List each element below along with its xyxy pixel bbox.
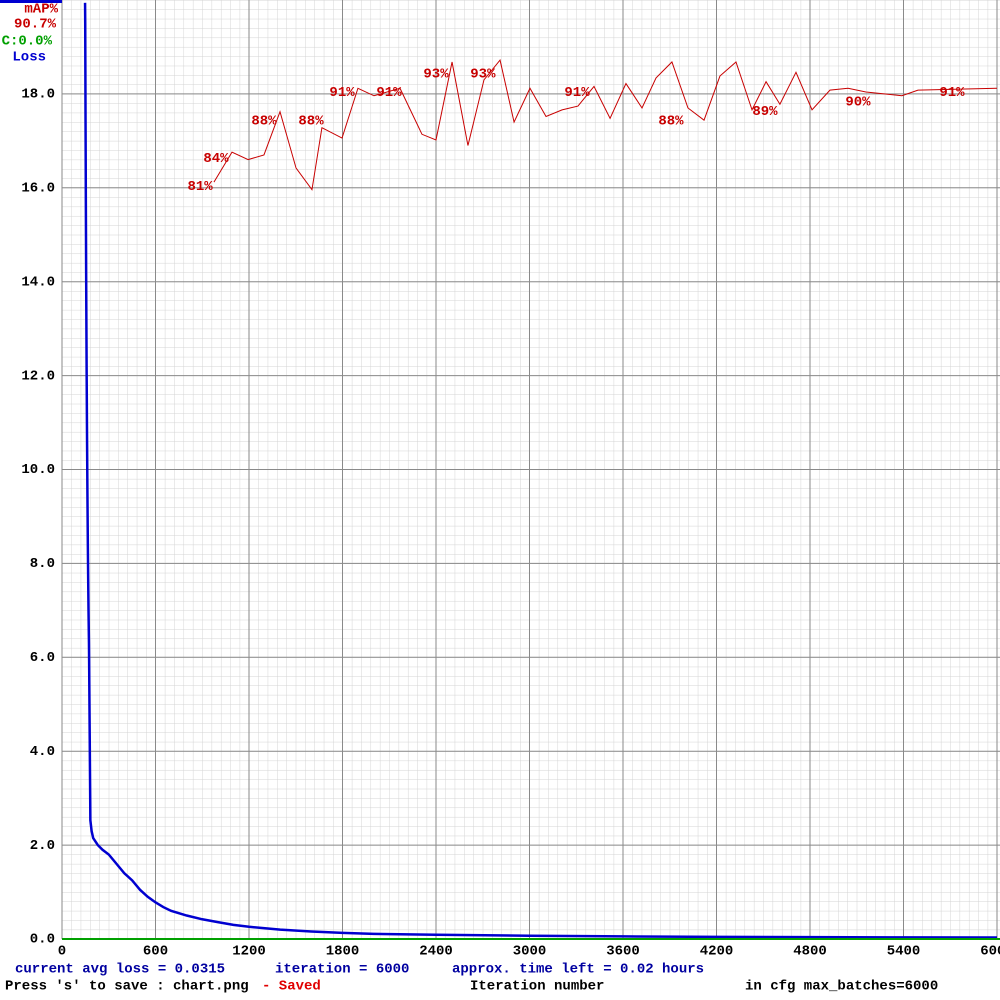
y-tick-label: 14.0	[21, 274, 55, 290]
map-label: 91%	[564, 85, 590, 101]
y-tick-label: 4.0	[30, 744, 55, 760]
x-tick-label: 2400	[419, 944, 453, 960]
map-label: 88%	[658, 113, 684, 129]
y-tick-label: 8.0	[30, 556, 55, 572]
class-label: C:0.0%	[2, 34, 53, 50]
x-tick-label: 3600	[606, 944, 640, 960]
x-axis-label: Iteration number	[470, 979, 604, 995]
series-line	[213, 58, 998, 191]
map-label: 91%	[329, 85, 355, 101]
x-tick-label: 1800	[326, 944, 360, 960]
map-label: 84%	[203, 151, 229, 167]
x-tick-label: 1200	[232, 944, 266, 960]
x-tick-label: 600	[143, 944, 168, 960]
legend-map: mAP%	[24, 2, 58, 18]
x-tick-label: 4200	[700, 944, 734, 960]
marks	[83, 2, 998, 939]
status: approx. time left = 0.02 hours	[452, 962, 704, 978]
legend-loss: Loss	[12, 50, 46, 66]
map-label: 89%	[752, 104, 778, 120]
grid	[61, 0, 1000, 940]
map-label: 88%	[251, 113, 277, 129]
save-note: Press 's' to save : chart.png	[5, 979, 249, 995]
map-current: 90.7%	[14, 17, 57, 33]
series-line	[83, 2, 998, 939]
map-label: 93%	[470, 66, 496, 82]
y-tick-label: 18.0	[21, 87, 55, 103]
map-label: 93%	[423, 66, 449, 82]
map-label: 91%	[376, 85, 402, 101]
x-tick-label: 4800	[793, 944, 827, 960]
x-tick-label: 0	[58, 944, 66, 960]
y-tick-label: 6.0	[30, 650, 55, 666]
map-label: 91%	[939, 85, 965, 101]
x-tick-label: 6000	[980, 944, 1000, 960]
y-tick-label: 2.0	[30, 838, 55, 854]
cfg-note: in cfg max_batches=6000	[745, 979, 938, 995]
y-tick-label: 16.0	[21, 181, 55, 197]
save-status: - Saved	[262, 979, 321, 995]
status: current avg loss = 0.0315	[15, 962, 225, 978]
map-label: 88%	[298, 113, 324, 129]
x-tick-label: 3000	[513, 944, 547, 960]
map-label: 81%	[187, 179, 213, 195]
status: iteration = 6000	[275, 962, 409, 978]
x-tick-label: 5400	[887, 944, 921, 960]
y-tick-label: 12.0	[21, 368, 55, 384]
y-tick-label: 10.0	[21, 462, 55, 478]
y-tick-label: 0.0	[30, 932, 55, 948]
map-label: 90%	[845, 95, 871, 111]
top-bar	[0, 0, 62, 3]
